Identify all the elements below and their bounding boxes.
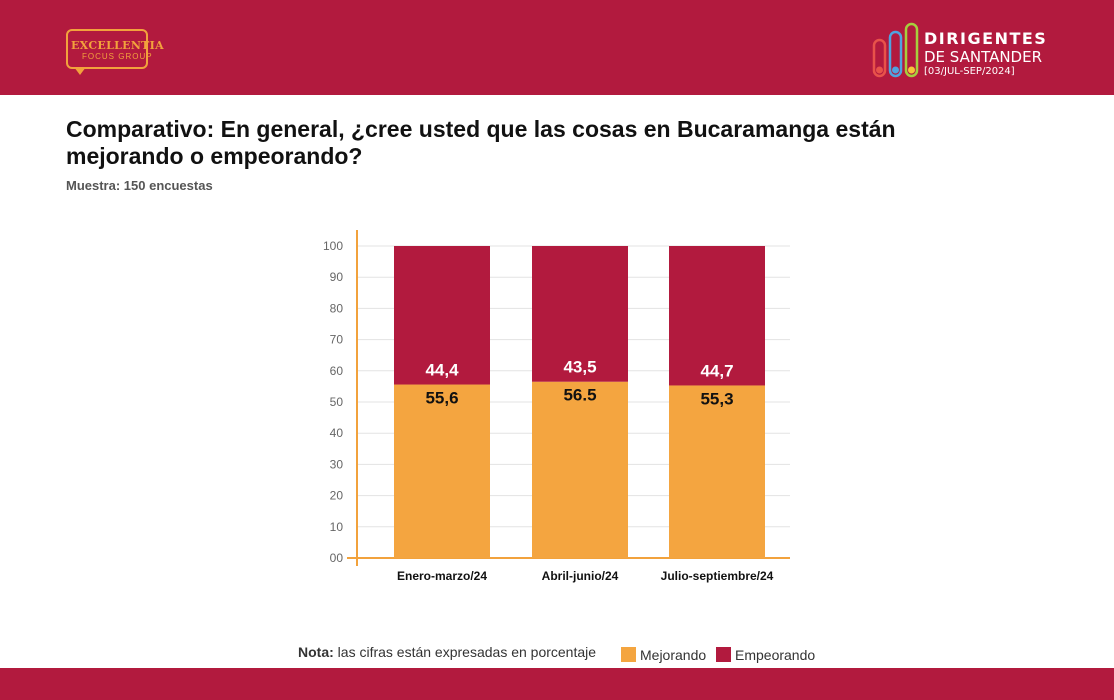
y-tick-label: 60 [330,364,344,378]
y-tick-label: 20 [330,489,344,503]
y-tick-label: 90 [330,270,344,284]
y-tick-label: 80 [330,301,344,315]
y-tick-label: 40 [330,426,344,440]
y-tick-label: 100 [323,239,343,253]
data-label-empeorando: 44,7 [700,361,733,380]
data-label-empeorando: 43,5 [563,358,596,377]
logo-left-line1: EXCELLENTIA [71,39,164,52]
speech-bubble-icon [66,29,148,69]
legend-swatch-empeorando [716,647,731,662]
header-bar [0,0,1114,95]
data-label-mejorando: 55,6 [425,389,458,408]
data-label-mejorando: 55,3 [700,389,733,408]
page-subtitle: Muestra: 150 encuestas [66,178,213,193]
legend-swatch-mejorando [621,647,636,662]
legend-label-empeorando: Empeorando [735,647,816,663]
excellentia-logo: EXCELLENTIA FOCUS GROUP [66,29,164,75]
y-tick-label: 50 [330,395,344,409]
legend-label-mejorando: Mejorando [640,647,707,663]
y-tick-label: 70 [330,333,344,347]
logo-right-line1: DIRIGENTES [924,29,1048,48]
footer-bar [0,668,1114,700]
data-label-mejorando: 56.5 [563,386,596,405]
legend-note-text: las cifras están expresadas en porcentaj… [337,644,597,660]
bar-mejorando [669,385,765,558]
logo-right-line3: [03/JUL-SEP/2024] [924,66,1015,77]
y-tick-label: 10 [330,520,344,534]
bar-empeorando [669,246,765,386]
data-label-empeorando: 44,4 [425,361,459,380]
logo-right-line2: DE SANTANDER [924,48,1043,66]
legend-note-label: Nota: [298,644,334,660]
logo-left-line2: FOCUS GROUP [82,52,153,61]
x-tick-label: Abril-junio/24 [542,569,619,583]
y-tick-label: 00 [330,551,344,565]
dirigentes-logo: DIRIGENTES DE SANTANDER [03/JUL-SEP/2024… [872,22,1062,80]
x-tick-label: Julio-septiembre/24 [661,569,774,583]
bar-mejorando [532,381,628,558]
bar-pills-icon [872,22,919,78]
legend-note: Nota: las cifras están expresadas en por… [298,644,596,660]
page-title: Comparativo: En general, ¿cree usted que… [66,116,896,169]
bar-mejorando [394,384,490,558]
x-tick-label: Enero-marzo/24 [397,569,487,583]
y-tick-label: 30 [330,457,344,471]
speech-bubble-tail-icon [74,67,86,75]
stacked-bar-chart: 00 10 20 30 40 50 60 70 80 90 100 55,6 44,4 Enero-mar… [323,230,790,583]
bar-empeorando [532,246,628,382]
bar-empeorando [394,246,490,385]
